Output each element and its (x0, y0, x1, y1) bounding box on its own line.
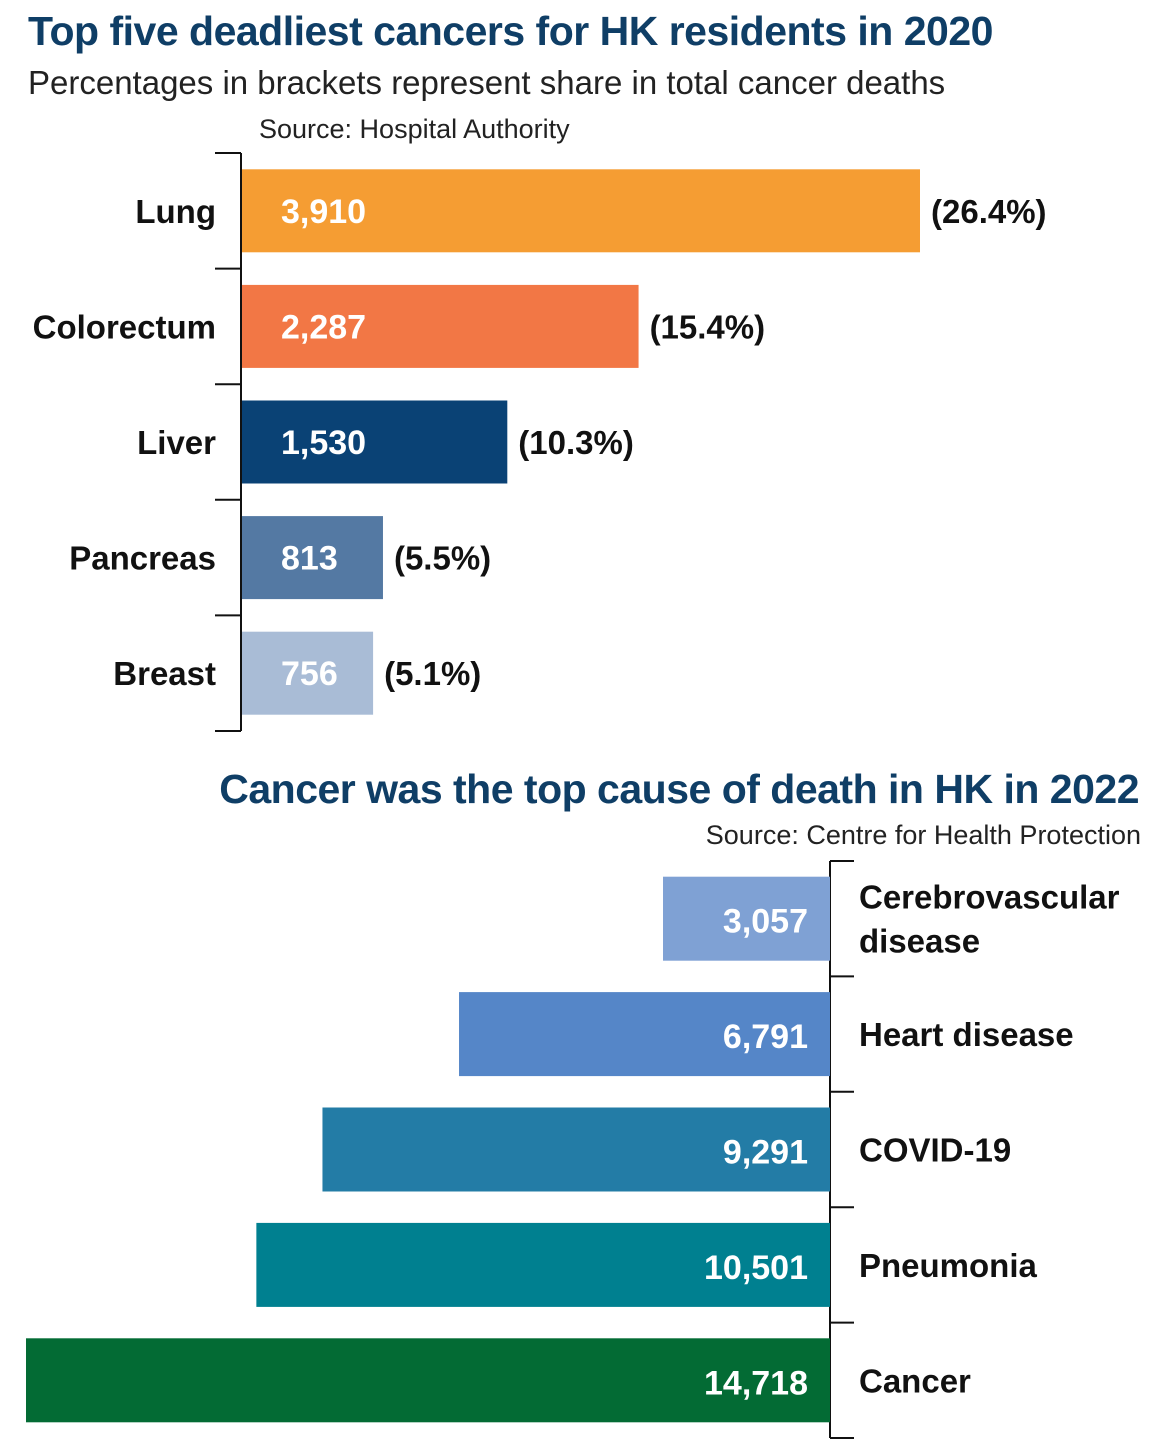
bar-lung (242, 169, 920, 253)
bar-colorectum (242, 284, 639, 368)
value-label-cancer: 14,718 (704, 1364, 808, 1402)
share-label-colorectum: (15.4%) (650, 308, 766, 345)
bar-covid-19 (322, 1107, 830, 1192)
category-label-pneumonia: Pneumonia (859, 1247, 1038, 1284)
chart2-title: Cancer was the top cause of death in HK … (219, 766, 1139, 812)
value-label-pancreas: 813 (281, 540, 338, 578)
chart2-source: Source: Centre for Health Protection (705, 820, 1141, 850)
category-label-cerebrovascular-disease: disease (859, 923, 980, 960)
cancer-deaths-bar-chart: Lung 3,910 (26.4%) Colorectum 2,287 (15.4%) Li… (33, 152, 1047, 732)
bar-cancer (26, 1338, 830, 1423)
value-label-breast: 756 (281, 655, 338, 693)
value-label-pneumonia: 10,501 (704, 1249, 808, 1287)
category-label-cancer: Cancer (859, 1362, 971, 1399)
bar-breast (242, 631, 374, 715)
share-label-breast: (5.1%) (384, 655, 481, 692)
value-label-heart-disease: 6,791 (723, 1018, 808, 1056)
share-label-liver: (10.3%) (518, 424, 634, 461)
share-label-pancreas: (5.5%) (394, 540, 491, 577)
chart1-title: Top five deadliest cancers for HK reside… (28, 8, 993, 54)
category-label-covid-19: COVID-19 (859, 1132, 1011, 1169)
value-label-covid-19: 9,291 (723, 1134, 808, 1172)
value-label-liver: 1,530 (281, 424, 366, 462)
value-label-lung: 3,910 (281, 193, 366, 231)
category-label-pancreas: Pancreas (69, 540, 216, 577)
bar-pancreas (242, 516, 383, 600)
category-label-heart-disease: Heart disease (859, 1016, 1074, 1053)
category-label-breast: Breast (113, 655, 216, 692)
bar-heart-disease (459, 992, 830, 1077)
share-label-lung: (26.4%) (931, 193, 1047, 230)
bar-pneumonia (256, 1222, 830, 1307)
value-label-colorectum: 2,287 (281, 308, 366, 346)
bar-cerebrovascular-disease (663, 876, 830, 961)
bar-liver (242, 400, 508, 484)
category-label-colorectum: Colorectum (33, 308, 216, 345)
value-label-cerebrovascular-disease: 3,057 (723, 903, 808, 941)
chart1-subtitle: Percentages in brackets represent share … (28, 64, 946, 101)
category-label-cerebrovascular-disease: Cerebrovascular (859, 879, 1120, 916)
category-label-lung: Lung (135, 193, 216, 230)
category-label-liver: Liver (137, 424, 216, 461)
chart1-source: Source: Hospital Authority (259, 114, 570, 144)
